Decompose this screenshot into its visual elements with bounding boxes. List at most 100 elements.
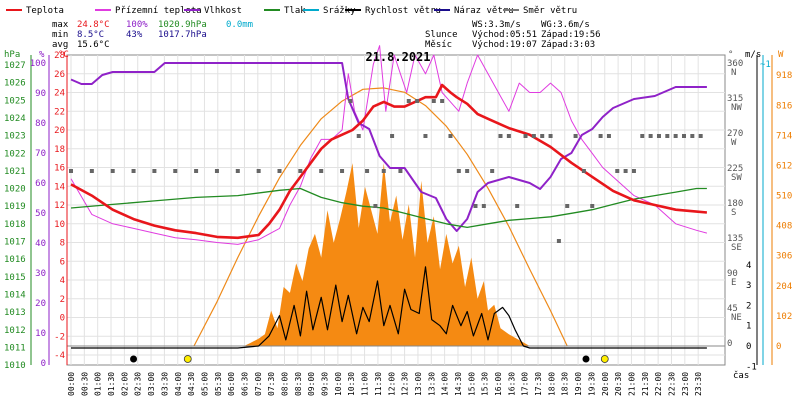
tick-label-pressure: 1026 — [4, 79, 26, 89]
tick-label-temperature: 4 — [60, 276, 65, 286]
wind-dir-point — [131, 169, 136, 173]
tick-label-time: 02:00 — [120, 372, 129, 396]
legend-teplota: Teplota — [26, 6, 64, 16]
wind-dir-point — [631, 169, 636, 173]
stats-min-label: min — [52, 30, 68, 40]
tick-label-time: 20:00 — [601, 372, 610, 396]
tick-label-time: 03:00 — [147, 372, 156, 396]
wind-dir-point — [256, 169, 261, 173]
tick-label-time: 08:00 — [281, 372, 290, 396]
wind-dir-point — [69, 169, 73, 173]
wind-dir-point — [473, 204, 478, 208]
wind-dir-point — [506, 134, 511, 138]
wind-dir-point — [656, 134, 661, 138]
x-axis-label: čas — [733, 370, 749, 381]
stats-max-hum: 100% — [126, 20, 148, 30]
tick-label-time: 23:30 — [694, 372, 703, 396]
wind-dir-point — [648, 134, 653, 138]
wind-dir-point — [531, 134, 536, 138]
wind-dir-point — [415, 99, 420, 103]
tick-label-humidity: 10 — [35, 329, 46, 339]
tick-label-time: 03:30 — [160, 372, 169, 396]
astro-wg: WG:3.6m/s — [541, 20, 590, 30]
tick-label-time: 00:30 — [80, 372, 89, 396]
tick-label-direction: 225 — [727, 164, 743, 174]
grid — [67, 55, 725, 365]
tick-label-time: 10:30 — [347, 372, 356, 396]
tick-label-pressure: 1012 — [4, 326, 26, 336]
unit-dir: ° — [728, 50, 733, 60]
tick-label-pressure: 1016 — [4, 255, 26, 265]
astro-ws: WS:3.3m/s — [472, 20, 521, 30]
wind-dir-point — [598, 134, 603, 138]
tick-label-humidity: 20 — [35, 299, 46, 309]
wind-dir-point — [581, 169, 586, 173]
tick-label-time: 19:00 — [574, 372, 583, 396]
tick-label-wind: 1 — [746, 322, 751, 332]
tick-label-direction-name: NE — [731, 313, 742, 323]
tick-label-time: 21:00 — [627, 372, 636, 396]
stats-max-temp: 24.8°C — [77, 20, 110, 30]
tick-label-temperature: 0 — [60, 314, 65, 324]
tick-label-wind: -1 — [746, 362, 757, 372]
tick-label-time: 19:30 — [587, 372, 596, 396]
tick-label-time: 08:30 — [294, 372, 303, 396]
tick-label-time: 22:00 — [654, 372, 663, 396]
unit-wind: m/s — [745, 50, 761, 60]
wind-dir-point — [681, 134, 686, 138]
tick-label-time: 04:30 — [187, 372, 196, 396]
tick-label-time: 06:30 — [240, 372, 249, 396]
series-layer — [67, 45, 725, 349]
tick-label-pressure: 1021 — [4, 167, 26, 177]
wind-dir-point — [456, 169, 461, 173]
tick-label-solar: 510 — [776, 192, 792, 202]
unit-hum: % — [39, 50, 45, 60]
tick-label-temperature: -4 — [54, 351, 65, 361]
tick-label-humidity: 30 — [35, 269, 46, 279]
legend-smer-vetru: Směr větru — [523, 6, 577, 16]
tick-label-time: 17:00 — [521, 372, 530, 396]
stats-block: max 24.8°C 100% 1020.9hPa 0.0mm min 8.5°… — [52, 20, 253, 50]
stats-min-temp: 8.5°C — [77, 30, 104, 40]
tick-label-time: 23:00 — [681, 372, 690, 396]
tick-label-solar: 918 — [776, 71, 792, 81]
stats-max-rain: 0.0mm — [226, 20, 253, 30]
astro-mesic-zapad: Západ:3:03 — [541, 40, 595, 50]
tick-label-pressure: 1014 — [4, 290, 26, 300]
wind-dir-point — [319, 169, 324, 173]
tick-label-time: 11:30 — [374, 372, 383, 396]
wind-dir-point — [448, 134, 453, 138]
tick-label-direction: 90 — [727, 269, 738, 279]
tick-label-temperature: 10 — [54, 220, 65, 230]
wind-dir-point — [406, 99, 411, 103]
tick-label-temperature: 18 — [54, 145, 65, 155]
wind-dir-point — [548, 134, 553, 138]
wind-dir-point — [690, 134, 695, 138]
wind-dir-point — [565, 204, 570, 208]
tick-label-temperature: 20 — [54, 126, 65, 136]
moonrise-marker — [582, 355, 590, 363]
wind-dir-point — [440, 99, 445, 103]
moonset-marker — [130, 355, 138, 363]
tick-label-temperature: 14 — [54, 182, 65, 192]
tick-label-time: 05:30 — [214, 372, 223, 396]
mark-layer — [69, 99, 703, 363]
tick-label-wind: 3 — [746, 281, 751, 291]
astro-mesic-vychod: Východ:19:07 — [472, 40, 537, 50]
tick-label-temperature: -2 — [54, 332, 65, 342]
unit-temp: °C — [58, 50, 69, 60]
wind-dir-point — [235, 169, 240, 173]
tick-label-solar: 612 — [776, 161, 792, 171]
series-wind-speed — [71, 266, 707, 349]
tick-label-time: 15:00 — [467, 372, 476, 396]
legend-rychlost-vetru: Rychlost větru — [365, 6, 441, 16]
wind-dir-point — [373, 204, 378, 208]
legend-prizemni-teplota: Přízemní teplota — [115, 6, 202, 16]
tick-label-time: 00:00 — [67, 372, 76, 396]
wind-dir-point — [490, 169, 495, 173]
tick-label-humidity: 40 — [35, 239, 46, 249]
tick-label-humidity: 80 — [35, 119, 46, 129]
wind-dir-point — [556, 239, 561, 243]
wind-dir-point — [465, 169, 470, 173]
tick-label-time: 07:30 — [267, 372, 276, 396]
